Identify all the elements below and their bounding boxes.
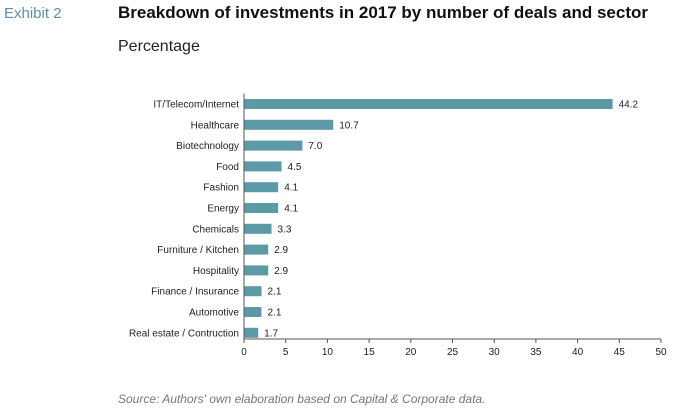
category-label: Chemicals [192, 224, 239, 235]
bar [244, 203, 279, 213]
x-tick-label: 15 [364, 347, 376, 358]
value-label: 2.1 [268, 308, 282, 319]
category-label: Furniture / Kitchen [157, 245, 239, 256]
x-tick-label: 20 [405, 347, 417, 358]
x-tick-label: 10 [322, 347, 334, 358]
category-label: Finance / Insurance [151, 287, 239, 298]
chart-title: Breakdown of investments in 2017 by numb… [118, 3, 648, 22]
bars-group: IT/Telecom/Internet 44.2 Healthcare 10.7 Bio… [129, 99, 639, 339]
value-label: 3.3 [278, 224, 292, 235]
x-tick-label: 45 [614, 347, 626, 358]
bar [244, 327, 259, 338]
bar [244, 182, 279, 193]
value-label: 4.1 [284, 204, 298, 215]
category-label: Energy [207, 204, 239, 215]
category-label: Automotive [189, 308, 239, 319]
value-label: 44.2 [619, 100, 639, 111]
value-label: 1.7 [264, 328, 278, 339]
x-tick-label: 35 [530, 347, 542, 358]
category-label: Hospitality [193, 266, 239, 277]
source-note: Source: Authors' own elaboration based o… [118, 392, 486, 406]
x-tick-label: 5 [283, 347, 289, 358]
value-label: 4.1 [284, 183, 298, 194]
bar [244, 140, 303, 151]
x-tick-label: 0 [241, 347, 247, 358]
bar [244, 119, 334, 130]
category-label: IT/Telecom/Internet [153, 100, 239, 111]
x-tick-label: 50 [655, 347, 667, 358]
value-label: 2.1 [268, 287, 282, 298]
value-label: 4.5 [288, 162, 302, 173]
exhibit-label: Exhibit 2 [4, 5, 62, 22]
bar [244, 223, 272, 234]
x-axis: 0 5 10 15 20 25 30 35 40 45 50 [241, 93, 667, 358]
value-label: 2.9 [274, 266, 288, 277]
category-label: Biotechnology [176, 141, 239, 152]
value-label: 7.0 [308, 141, 322, 152]
x-tick-label: 25 [447, 347, 459, 358]
x-tick-label: 40 [572, 347, 584, 358]
category-label: Fashion [203, 183, 239, 194]
bar [244, 99, 613, 109]
bar [244, 161, 282, 172]
category-label: Healthcare [191, 120, 240, 131]
bar [244, 244, 269, 255]
bar [244, 307, 262, 317]
value-label: 10.7 [339, 120, 359, 131]
bar [244, 286, 262, 297]
value-label: 2.9 [274, 245, 288, 256]
bar [244, 265, 269, 276]
category-label: Real estate / Contruction [129, 328, 239, 339]
x-tick-label: 30 [489, 347, 501, 358]
chart-subtitle: Percentage [118, 38, 200, 55]
category-label: Food [216, 162, 239, 173]
